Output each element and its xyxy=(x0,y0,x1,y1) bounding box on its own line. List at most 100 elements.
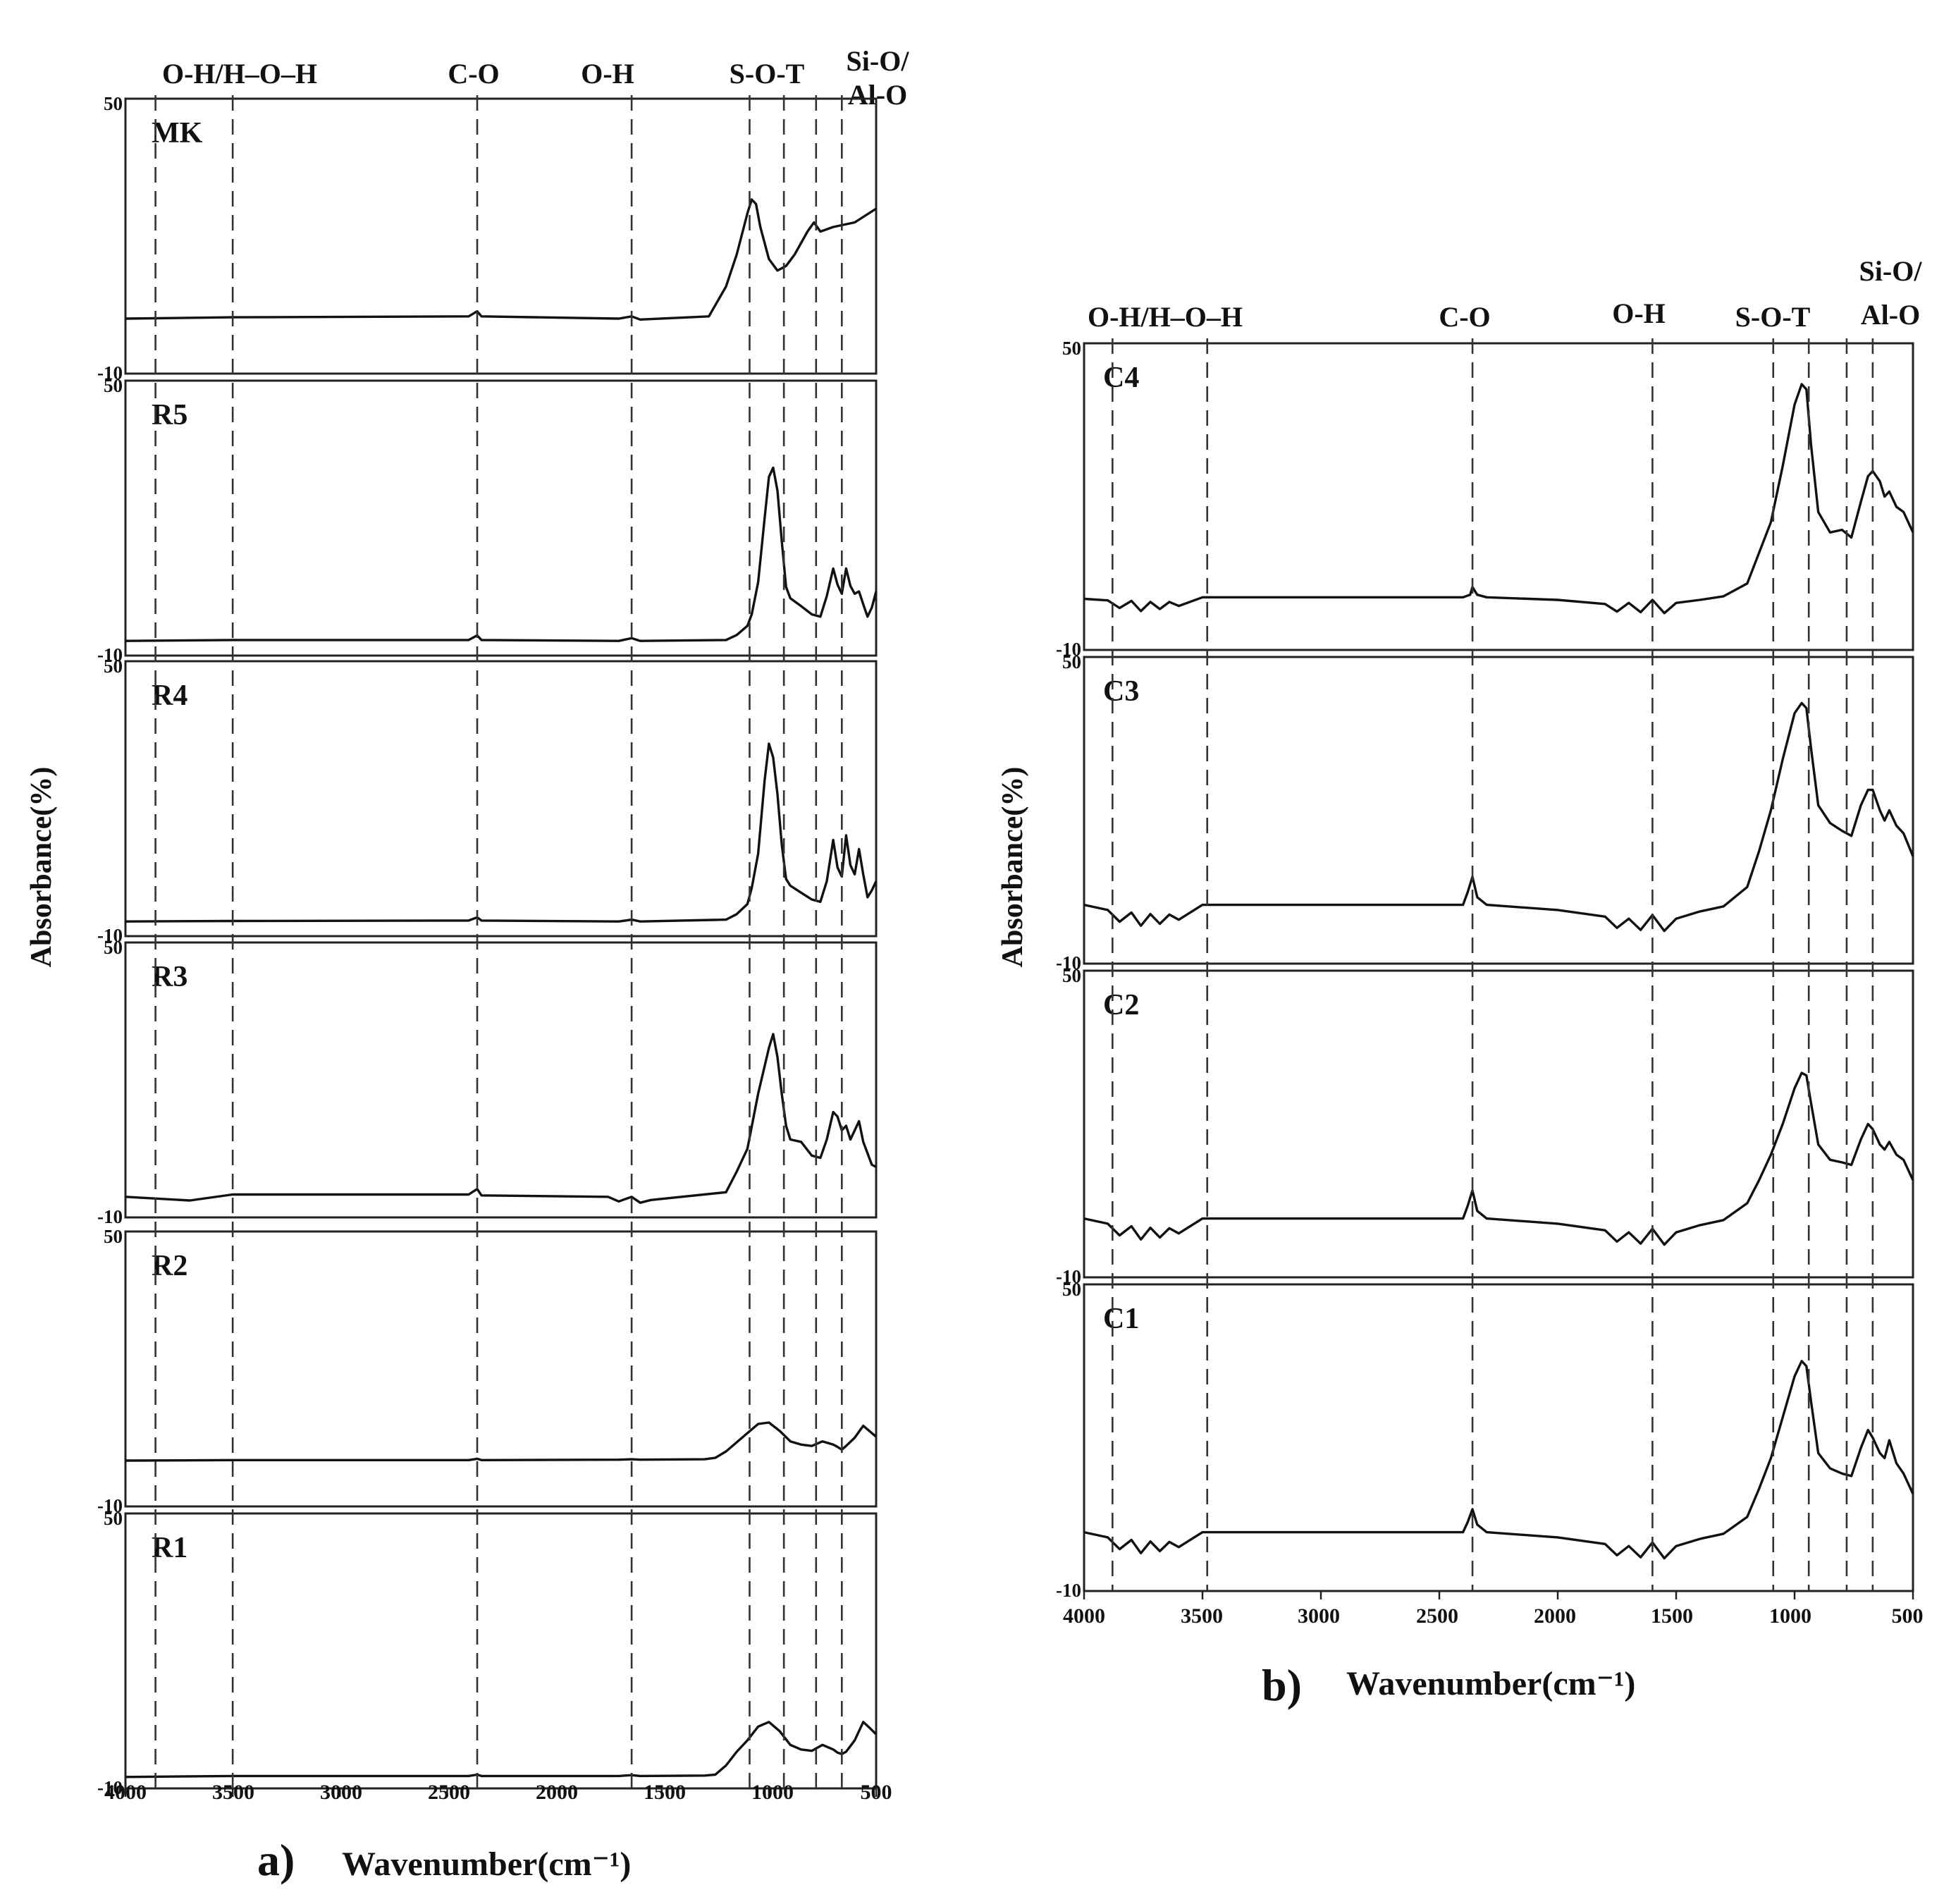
spectrum-line-r3 xyxy=(125,1033,877,1204)
y-tick-label-top: 50 xyxy=(104,375,123,396)
sample-label: C3 xyxy=(1103,675,1139,708)
plot-frame xyxy=(124,97,878,375)
y-tick-label-top: 50 xyxy=(1062,1279,1081,1300)
panel-r3: R3 50 -10 xyxy=(97,937,878,1227)
x-tick-label: 500 xyxy=(1892,1604,1924,1628)
x-tick-label: 2000 xyxy=(536,1781,578,1804)
panel-letter-a: a) xyxy=(257,1835,295,1885)
plot-frame xyxy=(1083,656,1914,965)
x-tick-label: 2500 xyxy=(428,1781,470,1804)
y-tick-label-bottom: -10 xyxy=(1056,1580,1081,1601)
band-label-sot: S-O-T xyxy=(1735,301,1811,333)
panel-r5: R5 50 -10 xyxy=(97,375,878,665)
y-tick-label-bottom: -10 xyxy=(97,1777,123,1798)
sample-label: R5 xyxy=(152,399,187,431)
spectrum-line-c3 xyxy=(1083,701,1914,933)
spectrum-line-mk xyxy=(125,198,877,321)
y-tick-label-bottom: -10 xyxy=(1056,1266,1081,1287)
x-axis-label: Wavenumber(cm⁻¹) xyxy=(342,1845,631,1883)
sample-label: R4 xyxy=(152,680,187,712)
band-label-co: C-O xyxy=(448,58,499,90)
x-tick-label: 500 xyxy=(861,1781,892,1804)
plot-frame xyxy=(1083,342,1914,651)
y-tick-label-bottom: -10 xyxy=(97,644,123,665)
y-tick-label-top: 50 xyxy=(1062,338,1081,359)
panel-letter-b: b) xyxy=(1262,1660,1302,1710)
sample-label: R1 xyxy=(152,1532,187,1564)
x-tick-labels-a: 4000 3500 3000 2500 2000 1500 1000 500 xyxy=(104,1781,892,1804)
band-label-oh-hoh: O-H/H–O–H xyxy=(1088,301,1243,333)
x-tick-label: 2000 xyxy=(1534,1604,1576,1628)
y-tick-label-top: 50 xyxy=(104,93,123,114)
x-tick-label: 3500 xyxy=(212,1781,254,1804)
y-tick-label-bottom: -10 xyxy=(97,1206,123,1227)
spectrum-line-r2 xyxy=(125,1421,878,1462)
x-tick-labels-b: 4000 3500 3000 2500 2000 1500 1000 500 xyxy=(1063,1604,1924,1628)
x-tick-label: 3000 xyxy=(1298,1604,1340,1628)
x-tick-label: 4000 xyxy=(1063,1604,1105,1628)
y-tick-label-top: 50 xyxy=(104,656,123,677)
plot-frame xyxy=(1083,969,1914,1279)
plot-frame xyxy=(1083,1283,1914,1592)
y-tick-label-top: 50 xyxy=(1062,651,1081,672)
panel-c4: C4 50 -10 xyxy=(1056,338,1914,660)
sample-label: R2 xyxy=(152,1250,187,1282)
spectrum-line-r5 xyxy=(125,466,878,642)
panel-c2: C2 50 -10 xyxy=(1056,965,1914,1287)
x-tick-label: 1500 xyxy=(644,1781,686,1804)
band-label-sio: Si-O/ xyxy=(1859,255,1923,287)
y-tick-label-top: 50 xyxy=(104,1508,123,1529)
band-label-co: C-O xyxy=(1439,301,1490,333)
spectrum-line-c2 xyxy=(1083,1071,1914,1246)
x-tick-label: 4000 xyxy=(104,1781,147,1804)
band-label-oh-hoh: O-H/H–O–H xyxy=(162,58,317,90)
band-label-alo: Al-O xyxy=(848,79,907,111)
band-label-sio: Si-O/ xyxy=(847,45,910,77)
x-tick-label: 1000 xyxy=(1769,1604,1811,1628)
x-tick-label: 3000 xyxy=(320,1781,362,1804)
spectrum-line-r1 xyxy=(125,1721,878,1779)
y-tick-label-bottom: -10 xyxy=(97,925,123,946)
band-label-oh: O-H xyxy=(1612,297,1666,329)
sample-label: C4 xyxy=(1103,362,1139,394)
panel-c1: C1 50 -10 xyxy=(1056,1279,1914,1601)
plot-frame xyxy=(124,941,878,1219)
y-tick-label-bottom: -10 xyxy=(1056,639,1081,660)
y-tick-label-top: 50 xyxy=(1062,965,1081,986)
band-label-oh: O-H xyxy=(581,58,634,90)
x-tick-label: 1500 xyxy=(1651,1604,1693,1628)
y-tick-label-bottom: -10 xyxy=(97,1495,123,1516)
spectrum-line-c4 xyxy=(1083,383,1914,615)
plot-frame xyxy=(124,660,878,938)
sample-label: R3 xyxy=(152,961,187,993)
panel-group-b: O-H/H–O–H C-O O-H S-O-T Si-O/ Al-O Absor… xyxy=(997,255,1924,1710)
panel-r2: R2 50 -10 xyxy=(97,1226,878,1516)
y-tick-label-bottom: -10 xyxy=(97,362,123,383)
plot-frame xyxy=(124,1230,878,1508)
plot-frame xyxy=(124,379,878,657)
y-axis-label: Absorbance(%) xyxy=(25,767,58,968)
spectrum-line-r4 xyxy=(125,742,878,923)
x-tick-label: 3500 xyxy=(1181,1604,1223,1628)
y-axis-label: Absorbance(%) xyxy=(997,767,1029,968)
x-axis-label: Wavenumber(cm⁻¹) xyxy=(1346,1665,1635,1702)
y-tick-label-bottom: -10 xyxy=(1056,952,1081,974)
band-label-sot: S-O-T xyxy=(730,58,805,90)
x-tick-label: 2500 xyxy=(1416,1604,1458,1628)
panel-mk: MK 50 -10 xyxy=(97,93,878,383)
sample-label: MK xyxy=(152,117,203,149)
panel-group-a: O-H/H–O–H C-O O-H S-O-T Si-O/ Al-O Absor… xyxy=(25,45,909,1885)
band-label-alo: Al-O xyxy=(1861,299,1920,331)
reference-lines-b xyxy=(1112,338,1874,1591)
panel-r1: R1 50 -10 xyxy=(97,1508,878,1798)
reference-lines-a xyxy=(154,95,843,1789)
sample-label: C2 xyxy=(1103,989,1139,1021)
spectrum-line-c1 xyxy=(1083,1360,1914,1560)
y-tick-label-top: 50 xyxy=(104,1226,123,1247)
x-tick-label: 1000 xyxy=(751,1781,794,1804)
panels-a: MK50-10R550-10R450-10R350-10R250-10R150-… xyxy=(97,93,878,1798)
y-tick-label-top: 50 xyxy=(104,937,123,958)
plot-frame xyxy=(124,1512,878,1790)
